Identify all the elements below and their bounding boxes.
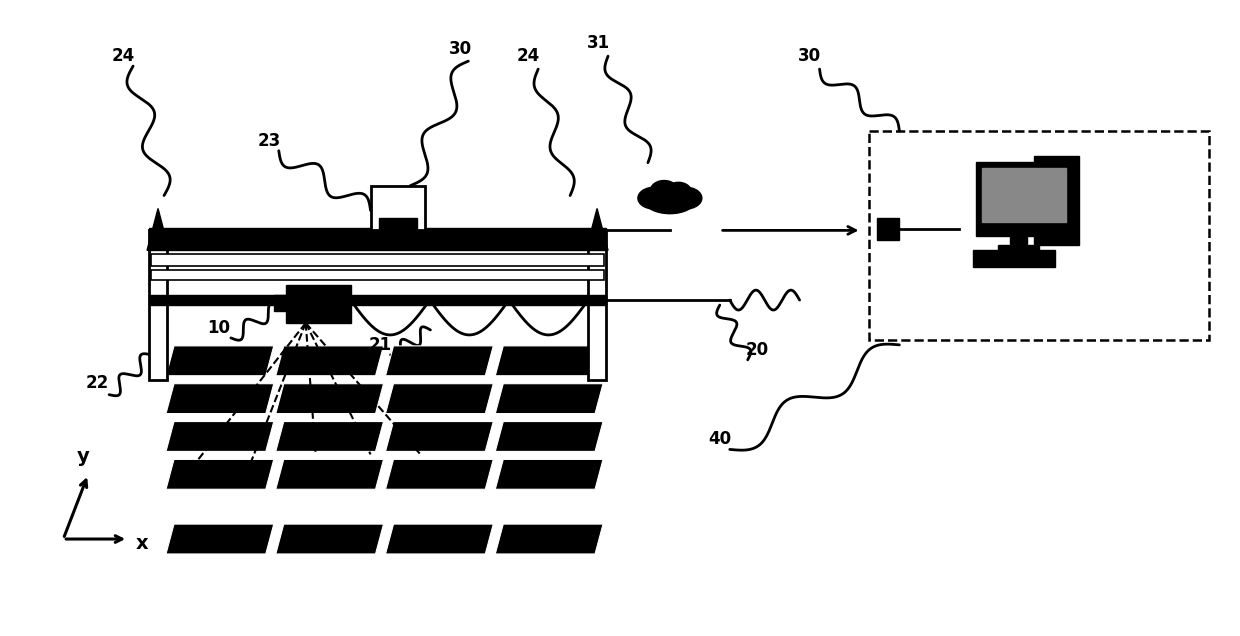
Polygon shape [495,384,603,413]
Polygon shape [166,422,274,452]
Bar [878,218,899,240]
Polygon shape [275,346,383,376]
Ellipse shape [666,183,691,200]
Polygon shape [275,524,383,554]
Ellipse shape [670,187,702,209]
Text: 22: 22 [86,374,109,392]
Bar [149,230,167,380]
Polygon shape [386,384,494,413]
Text: 24: 24 [517,47,539,65]
Polygon shape [166,346,274,376]
Polygon shape [274,295,285,311]
Text: ...: ... [212,520,228,535]
Bar [1009,236,1027,247]
Text: y: y [77,447,89,466]
Bar [998,245,1039,251]
Text: 30: 30 [799,47,821,65]
Polygon shape [275,459,383,489]
Ellipse shape [651,181,678,200]
Text: x: x [136,534,149,553]
Polygon shape [386,422,494,452]
Text: 30: 30 [449,40,472,58]
Text: 10: 10 [207,319,231,337]
Bar [371,186,425,230]
Bar [1034,156,1079,245]
Text: 24: 24 [112,47,135,65]
Bar [976,162,1073,236]
Polygon shape [166,524,274,554]
Bar [378,218,418,230]
Text: ...: ... [432,520,448,535]
Text: 23: 23 [257,132,280,149]
Bar [151,270,604,280]
Bar [869,131,1209,340]
Polygon shape [495,524,603,554]
Polygon shape [495,459,603,489]
Polygon shape [275,422,383,452]
Bar [149,228,606,251]
Polygon shape [275,384,383,413]
Polygon shape [166,459,274,489]
Bar [149,295,606,305]
Text: ...: ... [541,520,558,535]
Polygon shape [386,524,494,554]
Text: 20: 20 [745,341,769,359]
Bar [285,285,351,323]
Text: 40: 40 [708,431,732,448]
Bar [151,254,604,266]
Text: 31: 31 [587,34,610,52]
Polygon shape [148,209,169,251]
Polygon shape [495,422,603,452]
Bar [973,250,1055,267]
Polygon shape [495,346,603,376]
Ellipse shape [637,187,671,209]
Ellipse shape [646,194,693,212]
Bar [982,168,1066,222]
Polygon shape [386,346,494,376]
Ellipse shape [645,188,696,214]
Polygon shape [166,384,274,413]
Text: ...: ... [321,520,339,535]
Bar [588,230,606,380]
Polygon shape [386,459,494,489]
Polygon shape [587,209,608,251]
Text: 21: 21 [370,336,392,354]
